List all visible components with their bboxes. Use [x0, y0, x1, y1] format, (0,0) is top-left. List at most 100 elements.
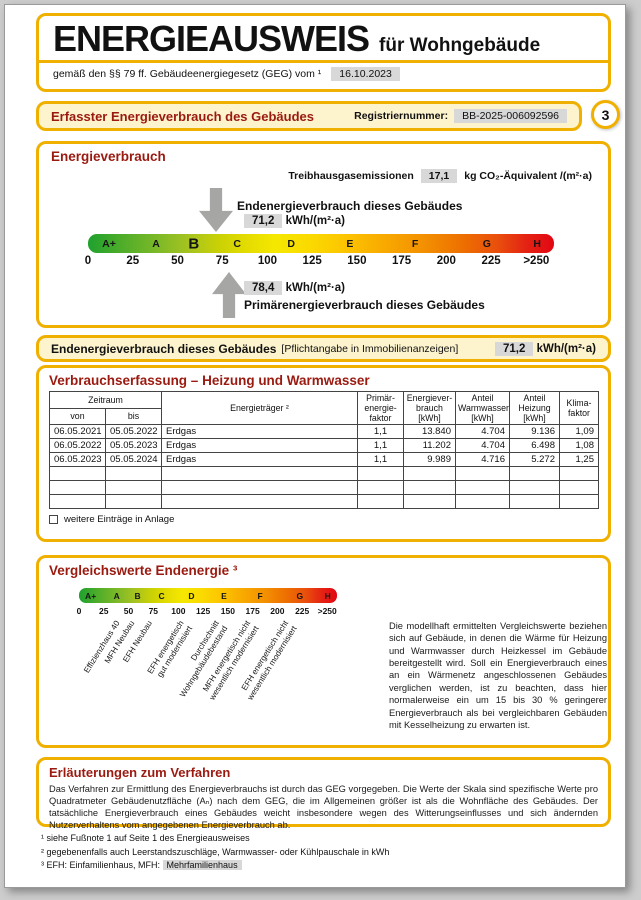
banner-unit: kWh/(m²·a) [536, 342, 596, 355]
footnote-2: ² gegebenenfalls auch Leerstandszuschläg… [41, 846, 390, 857]
col-header-heizung: Anteil Heizung [kWh] [509, 390, 560, 426]
cell-klima: 1,08 [559, 438, 599, 454]
consumption-section-title: Verbrauchserfassung – Heizung und Warmwa… [49, 373, 370, 388]
table-row: 06.05.2021 05.05.2022 Erdgas 1,1 13.840 … [49, 424, 599, 440]
end-energy-banner: Endenergieverbrauch dieses Gebäudes [Pfl… [36, 335, 611, 362]
cell-warmwasser: 4.704 [455, 438, 510, 454]
scale-tick: 200 [436, 255, 456, 267]
banner-label: Endenergieverbrauch dieses Gebäudes [51, 341, 277, 356]
scale-class-a: A [152, 237, 160, 250]
end-energy-label: Endenergieverbrauch dieses Gebäudes [237, 199, 463, 213]
energy-consumption-section: Energieverbrauch Treibhausgasemissionen … [36, 141, 611, 328]
energy-class-scale: A+ A B C D E F G H [88, 234, 554, 253]
cell-bis: 05.05.2024 [105, 452, 162, 468]
cell-klima: 1,09 [559, 424, 599, 440]
header-divider [39, 59, 608, 63]
cell-von: 06.05.2023 [49, 452, 106, 468]
scale-tick: 225 [481, 255, 501, 267]
cell-von: 06.05.2022 [49, 438, 106, 454]
col-header-klimafaktor: Klima- faktor [559, 390, 599, 426]
document-header: ENERGIEAUSWEIS für Wohngebäude gemäß den… [36, 13, 611, 92]
cell-warmwasser: 4.704 [455, 424, 510, 440]
col-header-energietraeger: Energieträger ² [161, 390, 358, 426]
page-number-badge: 3 [591, 100, 620, 129]
table-row-empty [49, 494, 599, 510]
cell-bis: 05.05.2022 [105, 424, 162, 440]
mini-scale-tick: 0 [76, 606, 82, 616]
up-arrow-icon [212, 272, 246, 318]
end-energy-unit: kWh/(m²·a) [285, 215, 346, 227]
method-explanation-text: Das Verfahren zur Ermittlung des Energie… [49, 784, 598, 831]
scale-tick: 75 [215, 255, 229, 267]
scale-class-c: C [233, 237, 241, 250]
cell-warmwasser: 4.716 [455, 452, 510, 468]
issue-date-value: 16.10.2023 [331, 66, 400, 81]
scale-class-f: F [411, 237, 419, 250]
table-row: 06.05.2023 05.05.2024 Erdgas 1,1 9.989 4… [49, 452, 599, 468]
primary-energy-label: Primärenergieverbrauch dieses Gebäudes [244, 298, 485, 312]
document-subtitle: für Wohngebäude [379, 35, 541, 56]
mini-scale-tick: 125 [196, 606, 211, 616]
method-explanation-title: Erläuterungen zum Verfahren [49, 765, 231, 780]
document-title: ENERGIEAUSWEIS [53, 18, 370, 59]
mini-scale-class: H [324, 590, 331, 601]
cell-klima: 1,25 [559, 452, 599, 468]
col-header-warmwasser: Anteil Warmwasser [kWh] [455, 390, 510, 426]
mini-scale-tick: 75 [148, 606, 159, 616]
comparison-class-scale: A+ A B C D E F G H [79, 588, 337, 603]
scale-tick: 100 [257, 255, 277, 267]
certificate-page: ENERGIEAUSWEIS für Wohngebäude gemäß den… [4, 4, 626, 888]
method-explanation-section: Erläuterungen zum Verfahren Das Verfahre… [36, 757, 611, 830]
col-header-von: von [49, 407, 106, 426]
mini-scale-class: A [113, 590, 120, 601]
footnote-1: ¹ siehe Fußnote 1 auf Seite 1 des Energi… [41, 833, 250, 843]
more-entries-label: weitere Einträge in Anlage [64, 514, 175, 526]
cell-faktor: 1,1 [357, 452, 404, 468]
cell-bis: 05.05.2023 [105, 438, 162, 454]
scale-class-b-current: B [188, 235, 200, 252]
scale-tick: 150 [347, 255, 367, 267]
mini-scale-class: C [158, 590, 165, 601]
scale-class-a-plus: A+ [102, 237, 116, 250]
footnotes: ¹ siehe Fußnote 1 auf Seite 1 des Energi… [41, 832, 389, 873]
scale-tick: 125 [302, 255, 322, 267]
comparison-tick-row: 0 25 50 75 100 125 150 175 200 225 >250 [76, 606, 337, 616]
registration-number-value: BB-2025-006092596 [454, 109, 567, 123]
scale-class-e: E [346, 237, 354, 250]
mini-scale-class: E [221, 590, 227, 601]
table-row-empty [49, 466, 599, 482]
cell-verbrauch: 13.840 [403, 424, 456, 440]
scale-tick: 25 [126, 255, 140, 267]
ghg-emissions-value: 17,1 [420, 169, 458, 183]
mini-scale-class: D [188, 590, 195, 601]
mini-scale-tick: 25 [99, 606, 109, 616]
end-energy-value: 71,2 [244, 214, 283, 228]
more-entries-checkbox[interactable] [49, 515, 58, 525]
mini-scale-tick: 50 [123, 606, 134, 616]
cell-energietraeger: Erdgas [161, 424, 358, 440]
comparison-explanation-text: Die modellhaft ermittelten Vergleichswer… [389, 621, 607, 730]
consumption-table: Zeitraum Energieträger ² Primär- energie… [49, 390, 599, 510]
mini-scale-tick: 100 [171, 606, 186, 616]
cell-energietraeger: Erdgas [161, 452, 358, 468]
section-header-title: Erfasster Energieverbrauch des Gebäudes [51, 108, 315, 124]
cell-heizung: 5.272 [509, 452, 560, 468]
down-arrow-icon [199, 188, 233, 232]
energy-scale-diagram: Endenergieverbrauch dieses Gebäudes 71,2… [39, 188, 608, 328]
scale-tick: >250 [523, 255, 550, 267]
mini-scale-class: F [257, 590, 263, 601]
col-header-zeitraum: Zeitraum [49, 391, 162, 409]
registration-number-label: Registriernummer: [354, 110, 449, 122]
mini-scale-tick: 175 [245, 606, 260, 616]
mini-scale-tick: 225 [295, 606, 310, 616]
footnote-3-value: Mehrfamilienhaus [162, 860, 242, 870]
ghg-emissions-unit: kg CO₂-Äquivalent /(m²·a) [464, 170, 592, 182]
scale-tick-row: 0 25 50 75 100 125 150 175 200 225 >250 [85, 255, 554, 269]
table-row-empty [49, 480, 599, 496]
mini-scale-class: A+ [85, 590, 97, 601]
cell-faktor: 1,1 [357, 438, 404, 454]
scale-tick: 175 [392, 255, 412, 267]
banner-value: 71,2 [494, 341, 534, 356]
scale-class-g: G [482, 237, 491, 250]
consumption-section: Verbrauchserfassung – Heizung und Warmwa… [36, 365, 611, 542]
